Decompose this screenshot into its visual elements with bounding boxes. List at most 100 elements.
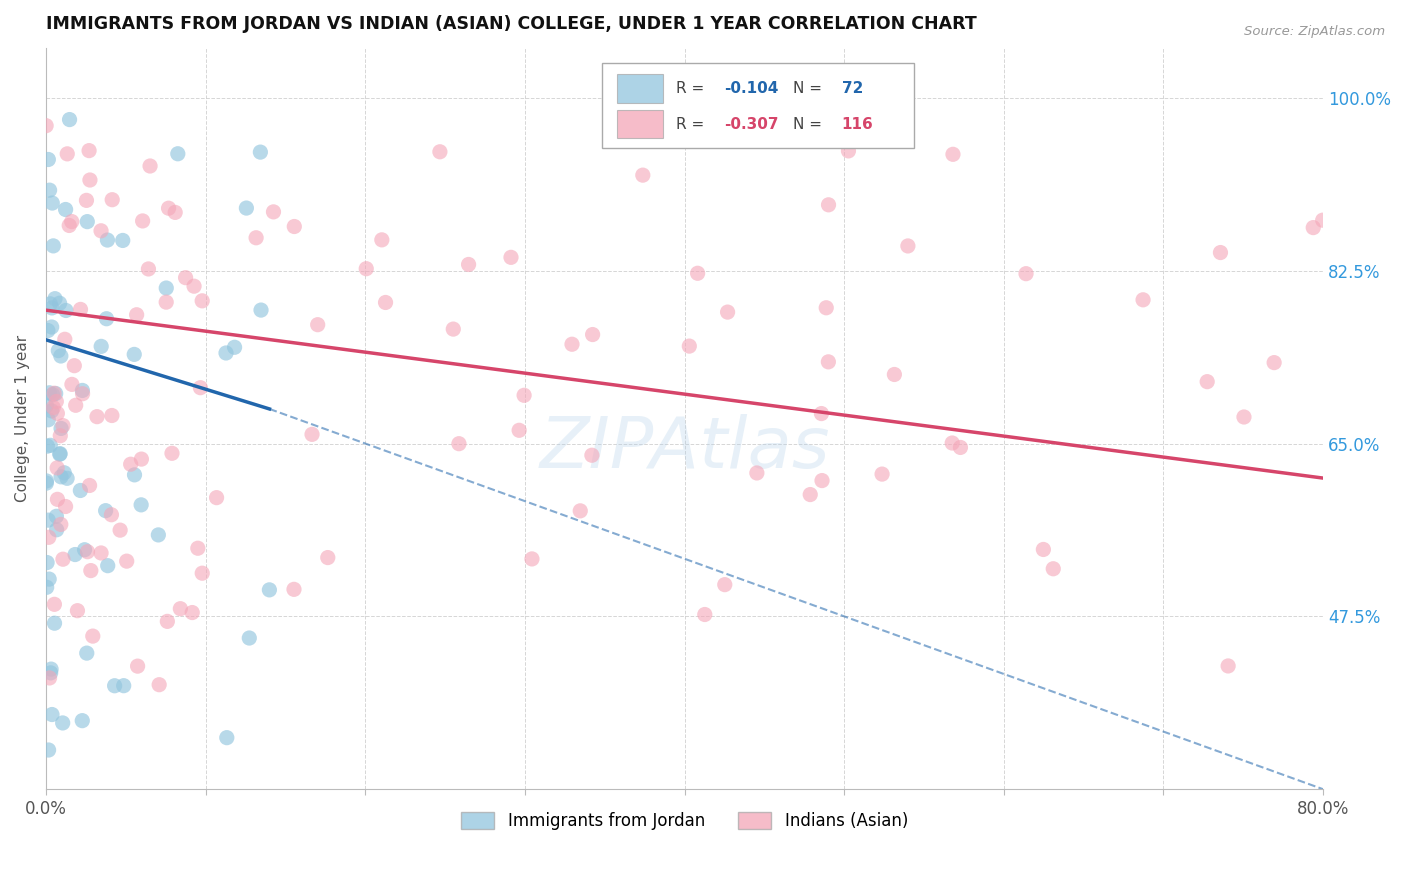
Point [52,552,75,566]
Point [90,224,112,238]
Point [63,548,86,562]
Point [38,183,60,197]
Point [810,407,832,421]
Point [96,311,118,326]
Point [69,483,91,498]
Point [35,580,58,594]
Point [160,446,183,460]
Point [49,447,72,461]
Point [139,159,162,173]
Point [41,707,63,722]
Point [245,231,267,245]
Point [55,303,77,318]
Point [41,404,63,418]
Text: N =: N = [793,81,827,96]
Text: 72: 72 [842,81,863,96]
Point [35,119,58,133]
Point [49,421,72,435]
Point [75,194,97,208]
Point [520,552,543,566]
Point [169,601,191,615]
Point [49,470,72,484]
Point [101,193,124,207]
Point [1132,293,1154,307]
Point [215,346,238,360]
Point [205,491,228,505]
Point [35,556,58,570]
Point [127,659,149,673]
Text: IMMIGRANTS FROM JORDAN VS INDIAN (ASIAN) COLLEGE, UNDER 1 YEAR CORRELATION CHART: IMMIGRANTS FROM JORDAN VS INDIAN (ASIAN)… [46,15,977,33]
Point [38,671,60,685]
Point [837,144,859,158]
Point [46,461,69,475]
Point [686,266,709,280]
Point [48,296,70,310]
Point [38,530,60,544]
Point [52,715,75,730]
Point [354,261,377,276]
Point [35,476,58,491]
Point [55,202,77,217]
Point [52,418,75,433]
Point [187,541,209,556]
Legend: Immigrants from Jordan, Indians (Asian): Immigrants from Jordan, Indians (Asian) [454,805,915,837]
Point [37,413,59,427]
Point [39,297,62,311]
Text: R =: R = [676,117,709,131]
Point [155,295,177,310]
Point [82,629,104,643]
Point [46,406,69,420]
Point [283,219,305,234]
Point [76,646,98,660]
Point [499,251,522,265]
Point [316,550,339,565]
Point [883,368,905,382]
Point [104,679,127,693]
Text: R =: R = [676,81,709,96]
Point [131,214,153,228]
Point [53,332,76,346]
Point [38,385,60,400]
Point [307,318,329,332]
Point [37,513,59,527]
Point [37,324,59,338]
Point [148,678,170,692]
Point [37,153,59,167]
Point [429,145,451,159]
Point [41,320,63,334]
Point [56,146,79,161]
Point [166,146,188,161]
Point [745,466,768,480]
Point [259,582,281,597]
Point [46,343,69,358]
Y-axis label: College, Under 1 year: College, Under 1 year [15,335,30,502]
Point [815,301,838,315]
Point [66,604,89,618]
Point [190,381,212,395]
Point [63,359,86,373]
Point [1015,267,1038,281]
Point [371,233,394,247]
Point [41,388,63,402]
Point [45,394,67,409]
Text: 116: 116 [842,117,873,131]
Point [238,631,260,645]
Point [35,399,58,413]
Point [138,262,160,277]
Point [215,731,238,745]
Point [678,339,700,353]
Point [101,409,124,423]
Point [174,270,197,285]
Point [45,386,67,401]
Point [561,337,583,351]
Point [112,679,135,693]
Point [79,478,101,492]
Point [713,577,735,591]
Point [949,441,972,455]
Point [108,523,131,537]
Point [1216,659,1239,673]
Point [581,448,603,462]
Point [45,523,67,537]
Point [447,436,470,450]
Point [38,743,60,757]
